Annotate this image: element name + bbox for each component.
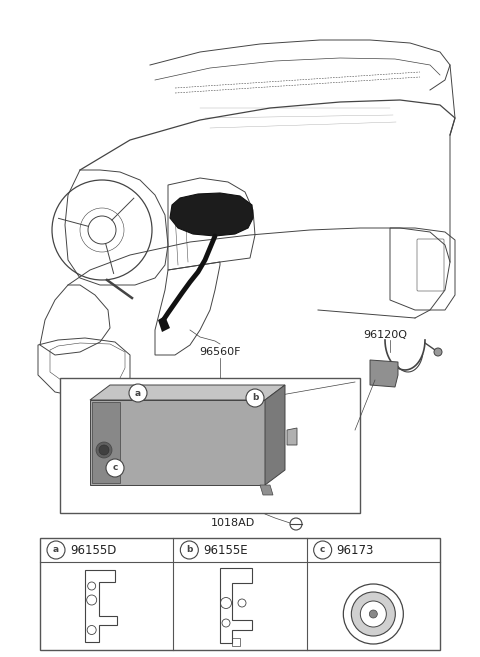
Polygon shape — [170, 193, 253, 236]
Polygon shape — [370, 360, 398, 387]
Circle shape — [369, 610, 377, 618]
Circle shape — [99, 445, 109, 455]
Text: a: a — [53, 545, 59, 555]
Bar — [40, 538, 440, 650]
Text: b: b — [186, 545, 192, 555]
Text: c: c — [320, 545, 325, 555]
Text: a: a — [135, 388, 141, 397]
Circle shape — [360, 601, 386, 627]
Text: 96560F: 96560F — [199, 347, 241, 357]
Bar — [60, 378, 360, 513]
Circle shape — [351, 592, 396, 636]
Circle shape — [180, 541, 198, 559]
Polygon shape — [90, 385, 285, 400]
Text: 96155D: 96155D — [70, 543, 116, 556]
Circle shape — [290, 518, 302, 530]
Polygon shape — [287, 428, 297, 445]
Circle shape — [129, 384, 147, 402]
Circle shape — [313, 541, 332, 559]
Bar — [90, 400, 265, 485]
Circle shape — [106, 459, 124, 477]
Polygon shape — [158, 316, 170, 332]
Bar — [232, 638, 240, 646]
Text: 1018AD: 1018AD — [211, 518, 255, 528]
Bar — [92, 402, 120, 483]
Polygon shape — [260, 485, 273, 495]
Circle shape — [47, 541, 65, 559]
Circle shape — [434, 348, 442, 356]
Text: 96173: 96173 — [336, 543, 374, 556]
Polygon shape — [265, 385, 285, 485]
Circle shape — [96, 442, 112, 458]
Text: c: c — [112, 463, 118, 472]
Text: 96155E: 96155E — [204, 543, 248, 556]
Text: b: b — [252, 394, 258, 403]
Text: 96120Q: 96120Q — [363, 330, 407, 340]
Circle shape — [246, 389, 264, 407]
